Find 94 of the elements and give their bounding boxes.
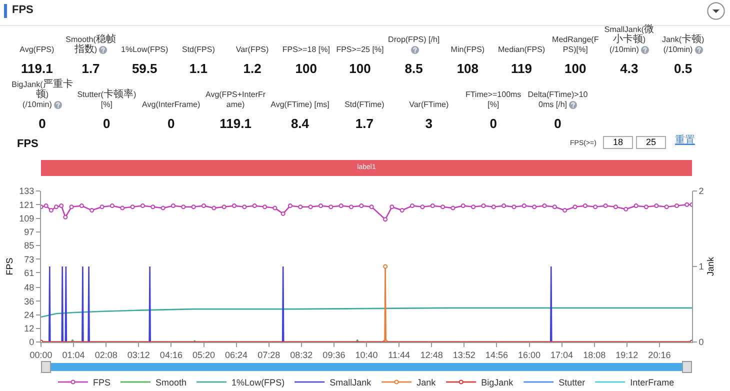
text: 100 — [564, 61, 588, 76]
text: SmallJank(微小卡顿) (/10min) — [603, 24, 655, 55]
y2-axis-title: Jank — [706, 256, 716, 276]
text: 重置 — [675, 134, 695, 148]
legend-label: 1%Low(FPS) — [232, 378, 285, 388]
x-tick-label: 19:12 — [616, 350, 638, 360]
text: 0 — [488, 116, 498, 131]
text: Stutter(卡顿率) [%] — [77, 89, 136, 109]
x-tick-label: 06:24 — [225, 350, 248, 360]
x-tick-label: 07:28 — [258, 350, 280, 360]
y-tick-label: 61 — [24, 268, 34, 278]
text: Smooth(稳帧指数) — [64, 34, 117, 55]
text: 1.2 — [242, 61, 262, 76]
text: 0 — [38, 116, 47, 131]
y2-tick-label: 0 — [698, 337, 704, 348]
text: Avg(FPS+InterFrame) — [204, 90, 267, 110]
text: 0.5 — [673, 61, 694, 76]
x-tick-label: 01:04 — [62, 350, 85, 360]
x-tick-label: 10:40 — [355, 350, 378, 360]
legend-label: InterFrame — [630, 378, 674, 388]
text: Var(FPS) — [236, 45, 269, 55]
text: FPS — [12, 4, 34, 16]
x-tick-label: 11:44 — [388, 350, 410, 360]
text: 1.1 — [188, 61, 208, 76]
legend-label: Jank — [416, 378, 436, 388]
text: Median(FPS) — [498, 45, 546, 55]
text: 0 — [166, 116, 176, 131]
text: FTime>=100ms [%] — [464, 90, 522, 110]
y-tick-label: 12 — [24, 324, 34, 334]
y-tick-label: 109 — [19, 213, 34, 224]
text: MedRange(FPS)[%] — [551, 35, 600, 55]
y-tick-label: 36 — [24, 296, 34, 306]
x-tick-label: 09:36 — [322, 350, 346, 360]
y2-tick-label: 2 — [698, 186, 704, 196]
y-tick-label: 48 — [24, 282, 34, 293]
text: Var(FTime) — [409, 100, 449, 110]
text: 119.1 — [218, 116, 252, 131]
x-tick-label: 16:00 — [518, 350, 541, 360]
text: Std(FPS) — [182, 45, 215, 55]
y-tick-label: 121 — [19, 200, 34, 210]
text: 8.4 — [290, 116, 310, 131]
x-tick-label: 02:08 — [94, 350, 118, 360]
chart-title: FPS — [17, 138, 38, 150]
text: FPS>=18 [%] — [282, 45, 330, 55]
legend-label: SmallJank — [330, 378, 372, 388]
text: Avg(FTime) [ms] — [270, 100, 330, 110]
text: Std(FTime) — [344, 100, 384, 110]
x-tick-label: 14:56 — [485, 350, 508, 360]
text: 0 — [102, 116, 112, 131]
y-tick-label: 85 — [24, 240, 34, 251]
text: 59.5 — [130, 61, 158, 76]
input-field: 25 — [636, 136, 666, 149]
text: 1.7 — [80, 61, 101, 76]
y-tick-label: 133 — [19, 186, 34, 196]
text: 1%Low(FPS) — [121, 45, 168, 55]
text: 3 — [424, 116, 434, 131]
text: 1.7 — [354, 116, 374, 131]
text: Jank(卡顿) (/10min) — [662, 34, 704, 55]
x-tick-label: 08:32 — [290, 350, 313, 360]
text: Delta(FTime)>100ms [/h] — [526, 90, 589, 110]
text: Avg(FPS) — [20, 45, 54, 55]
text: 8.5 — [404, 61, 424, 76]
y-tick-label: 24 — [24, 310, 34, 320]
legend-label: Smooth — [156, 378, 187, 388]
legend-label: FPS — [93, 378, 111, 388]
x-tick-label: 17:04 — [550, 350, 574, 360]
input-field: 18 — [603, 136, 633, 149]
text: Min(FPS) — [450, 45, 485, 55]
x-tick-label: 05:20 — [192, 350, 216, 360]
legend-label: Stutter — [558, 378, 586, 388]
text: 119 — [510, 61, 534, 76]
legend-label: BigJank — [481, 378, 514, 388]
text: 4.3 — [619, 61, 640, 76]
text: 100 — [348, 61, 372, 76]
text: 100 — [294, 61, 318, 76]
x-tick-label: 00:00 — [30, 350, 52, 360]
y-tick-label: 73 — [24, 254, 34, 264]
text: 119.1 — [20, 61, 54, 76]
y-axis-title: FPS — [4, 258, 15, 276]
x-tick-label: 13:52 — [452, 350, 476, 360]
y-tick-label: 0 — [29, 337, 34, 348]
text: BigJank(严重卡顿) (/10min) — [11, 79, 74, 110]
x-tick-label: 12:48 — [420, 350, 443, 360]
x-tick-label: 03:12 — [127, 350, 150, 360]
text: Avg(InterFrame) — [142, 100, 200, 110]
text: Drop(FPS) [/h] — [388, 35, 440, 46]
text: FPS>=25 [%] — [336, 45, 384, 55]
text: 108 — [456, 61, 480, 76]
x-tick-label: 18:08 — [583, 350, 606, 360]
y2-tick-label: 1 — [698, 262, 704, 272]
x-tick-label: 20:16 — [648, 350, 671, 360]
y-tick-label: 97 — [24, 227, 34, 238]
text: 0 — [553, 116, 562, 131]
x-tick-label: 04:16 — [160, 350, 182, 360]
